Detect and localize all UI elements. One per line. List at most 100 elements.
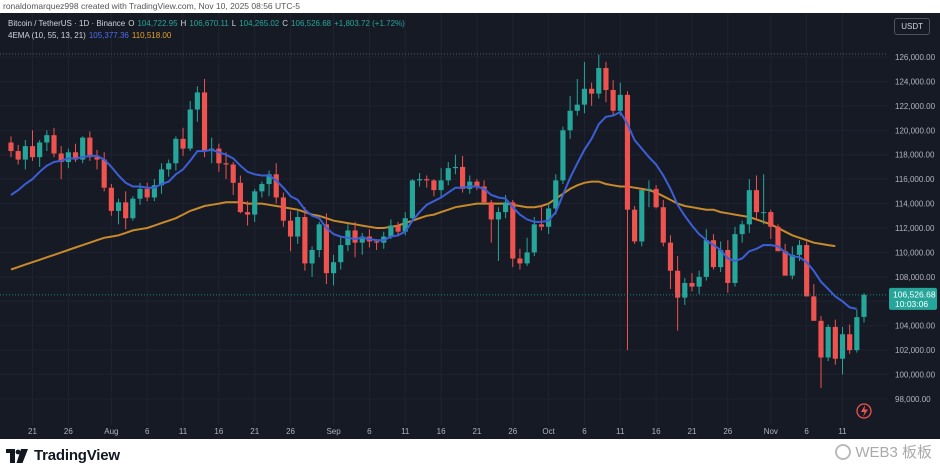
- candle-body: [847, 334, 853, 351]
- candle-body: [725, 249, 731, 283]
- candle: [158, 163, 165, 194]
- candle-body: [488, 202, 494, 220]
- candle: [309, 246, 315, 277]
- candle: [524, 237, 530, 266]
- candle-body: [653, 188, 659, 208]
- candle-body: [115, 202, 122, 211]
- candle: [37, 140, 43, 167]
- price-axis-label: 112,000.00: [895, 224, 935, 233]
- candle-body: [574, 104, 580, 111]
- candle-body: [402, 218, 408, 232]
- ema-fast-line: [10, 110, 858, 310]
- candle-body: [603, 67, 609, 90]
- time-axis-label: 6: [804, 427, 809, 436]
- candle: [811, 284, 817, 321]
- candle: [330, 254, 337, 286]
- time-axis-label: 21: [250, 427, 259, 436]
- candle: [123, 191, 129, 230]
- candle-body: [503, 202, 509, 213]
- candle-body: [101, 159, 107, 188]
- candle: [675, 256, 681, 331]
- candle: [460, 155, 466, 193]
- candle-body: [639, 190, 645, 242]
- candle-body: [237, 182, 243, 213]
- chart-panel[interactable]: 98,000.00 100,000.00 102,000.00 104,000.00 1…: [0, 13, 940, 439]
- legend-close: 106,526.68: [291, 19, 332, 28]
- price-tag-background: [889, 287, 937, 310]
- candlestick-chart[interactable]: 98,000.00 100,000.00 102,000.00 104,000.00 1…: [0, 13, 940, 439]
- candle-body: [839, 334, 846, 359]
- legend-ema-slow-value: 110,518.00: [131, 31, 172, 40]
- legend-indicator[interactable]: 4EMA (10, 55, 13, 21): [8, 31, 86, 40]
- candle: [682, 278, 688, 305]
- time-axis-label: 6: [145, 427, 150, 436]
- candle-body: [761, 212, 767, 214]
- candle-body: [789, 254, 795, 276]
- candle-body: [804, 245, 810, 297]
- time-axis-label: 16: [652, 427, 661, 436]
- candle: [58, 146, 64, 180]
- candle-body: [166, 163, 172, 170]
- legend: Bitcoin / TetherUS · 1D · Binance O 104,7…: [8, 18, 405, 42]
- candle: [632, 206, 638, 244]
- candle: [44, 130, 50, 152]
- candle: [768, 209, 774, 239]
- candle: [746, 179, 752, 233]
- candle: [223, 152, 229, 180]
- tradingview-logo-icon: [6, 448, 28, 463]
- legend-ema-fast-value: 105,377.36: [88, 31, 129, 40]
- candle-body: [80, 137, 86, 160]
- legend-open: 104,722.95: [137, 19, 178, 28]
- creator-credit: ronaldomarquez998 created with TradingVi…: [3, 1, 301, 11]
- candle-body: [29, 146, 36, 158]
- candle: [108, 184, 114, 216]
- legend-symbol[interactable]: Bitcoin / TetherUS · 1D · Binance: [8, 19, 126, 28]
- candle-body: [194, 92, 200, 110]
- candle: [15, 144, 21, 165]
- time-axis-label: 11: [401, 427, 410, 436]
- time-axis-label: Sep: [326, 427, 341, 436]
- candle-body: [617, 94, 623, 111]
- tradingview-logo[interactable]: TradingView: [6, 447, 120, 464]
- price-axis-label: 104,000.00: [895, 322, 936, 331]
- price-axis-label: 116,000.00: [895, 175, 935, 184]
- time-axis[interactable]: 21 26 Aug 6 11 16 21 26 Sep 6 11 16 21 26 Oct 6 11 16 21 26…: [28, 427, 847, 436]
- candle-body: [510, 202, 516, 259]
- time-axis-label: 16: [214, 427, 223, 436]
- candle: [861, 293, 867, 323]
- candle: [732, 226, 738, 287]
- price-tag-price: 106,526.68: [893, 289, 936, 299]
- candle-body: [201, 92, 208, 152]
- candle: [187, 100, 193, 152]
- time-axis-label: 26: [723, 427, 732, 436]
- candle-body: [796, 245, 803, 255]
- candle: [495, 207, 502, 261]
- candle-body: [682, 282, 688, 298]
- candles-group: [8, 54, 867, 389]
- candle: [510, 199, 516, 268]
- candle: [832, 319, 838, 365]
- candle-body: [395, 225, 401, 232]
- candle-body: [302, 217, 308, 264]
- candle-body: [216, 148, 222, 164]
- candle-body: [567, 110, 573, 131]
- currency-button[interactable]: USDT: [894, 18, 930, 35]
- time-axis-label: 26: [286, 427, 295, 436]
- candle-body: [223, 163, 229, 165]
- candle-body: [409, 180, 415, 219]
- candle-body: [811, 296, 817, 321]
- candle: [589, 82, 595, 106]
- time-axis-label: 21: [28, 427, 37, 436]
- price-axis[interactable]: 98,000.00 100,000.00 102,000.00 104,000.00 1…: [888, 13, 940, 439]
- candle-body: [546, 208, 552, 227]
- candle-body: [474, 181, 480, 187]
- candle-body: [667, 242, 674, 271]
- candle-body: [352, 230, 358, 243]
- candle: [409, 179, 415, 222]
- candle-body: [452, 166, 459, 169]
- candle-body: [746, 190, 752, 225]
- time-axis-label: 21: [688, 427, 697, 436]
- candle: [51, 127, 57, 158]
- lightning-icon[interactable]: [856, 403, 872, 419]
- ema-fast-line-group: [10, 110, 858, 310]
